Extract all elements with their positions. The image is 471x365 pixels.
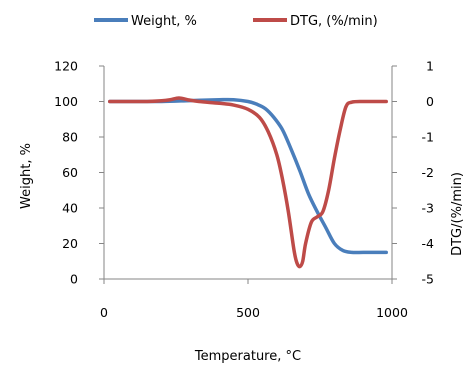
x-tick-label: 1000 [376,305,408,320]
y2-tick-label: -3 [422,201,434,216]
series-layer [108,96,388,269]
y2-axis-ticks: -5 -4 -3 -2 -1 0 1 [392,59,434,287]
legend-label-dtg: DTG, (%/min) [290,14,378,29]
y2-tick-label: -4 [422,236,435,251]
y2-tick-label: -1 [422,130,434,145]
y-tick-label: 120 [54,59,78,74]
x-axis-ticks: 0 500 1000 [100,279,408,320]
y-tick-label: 60 [62,165,78,180]
y-axis-ticks: 0 20 40 60 80 100 120 [54,59,104,287]
legend-label-weight: Weight, % [131,14,197,29]
y-axis-title: Weight, % [19,143,34,209]
y-tick-label: 100 [54,94,78,109]
y-tick-label: 20 [62,236,78,251]
legend: Weight, % DTG, (%/min) [94,14,378,29]
y-tick-label: 40 [62,201,78,216]
x-tick-label: 500 [236,305,260,320]
y-tick-label: 0 [70,272,78,287]
y2-axis-title: DTG/(%/min) [450,172,465,256]
y2-tick-label: -2 [422,165,434,180]
y2-tick-label: 0 [426,94,434,109]
x-tick-label: 0 [100,305,108,320]
series-line-dtg [108,96,388,269]
y2-tick-label: -5 [422,272,434,287]
x-axis-title: Temperature, °C [194,349,301,364]
y-tick-label: 80 [62,130,78,145]
series-line-weight [108,97,388,255]
y2-tick-label: 1 [426,59,434,74]
